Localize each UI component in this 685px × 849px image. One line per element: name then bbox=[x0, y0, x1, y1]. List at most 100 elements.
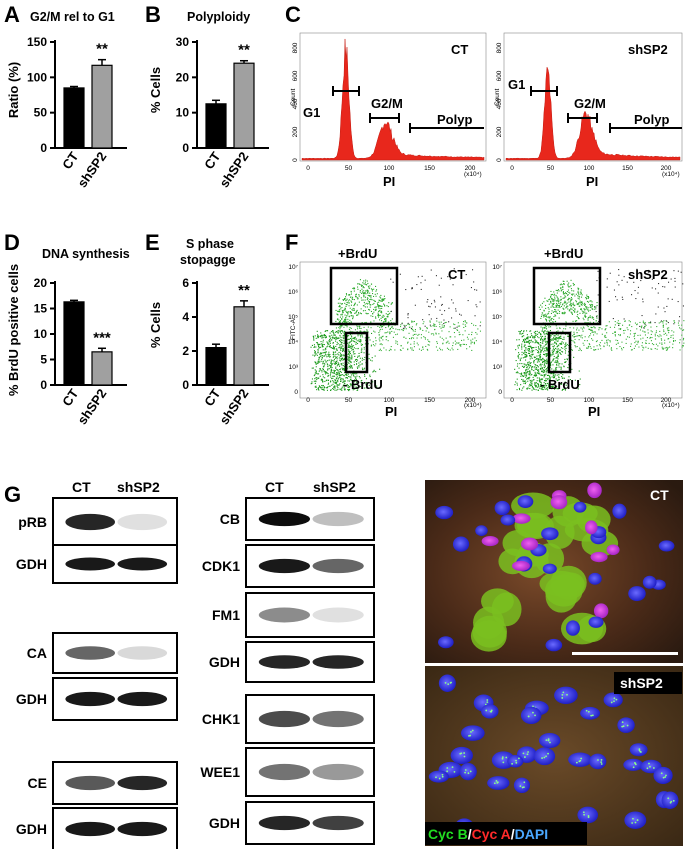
dot bbox=[356, 363, 358, 365]
nucleolus-dot bbox=[438, 777, 441, 780]
dot bbox=[353, 287, 355, 289]
dot bbox=[566, 280, 568, 282]
minus-brdu-label-sh: - BrdU bbox=[540, 377, 580, 392]
category-label-d: shSP2 bbox=[74, 386, 109, 427]
dot bbox=[417, 276, 419, 278]
dot bbox=[345, 296, 347, 298]
minus-brdu-label-ct: - BrdU bbox=[343, 377, 383, 392]
dot bbox=[458, 342, 460, 344]
dot bbox=[575, 300, 577, 302]
dot bbox=[479, 301, 481, 303]
dot bbox=[531, 389, 533, 391]
dot bbox=[388, 350, 390, 352]
dot bbox=[574, 309, 576, 311]
dot bbox=[338, 337, 340, 339]
dot bbox=[574, 304, 576, 306]
dot bbox=[558, 379, 560, 381]
dot bbox=[346, 311, 348, 313]
nucleolus-dot bbox=[591, 714, 594, 717]
nucleolus-dot bbox=[585, 709, 588, 712]
dot bbox=[559, 343, 561, 345]
dot bbox=[369, 339, 371, 341]
dot bbox=[604, 334, 606, 336]
dot bbox=[567, 299, 569, 301]
dot bbox=[399, 349, 401, 351]
dot bbox=[641, 315, 643, 317]
dot bbox=[321, 355, 323, 357]
dot bbox=[537, 383, 539, 385]
dot bbox=[344, 358, 346, 360]
dot bbox=[343, 369, 345, 371]
dot bbox=[656, 348, 658, 350]
dot bbox=[560, 353, 562, 355]
dot bbox=[571, 339, 573, 341]
dot bbox=[529, 350, 531, 352]
dot bbox=[558, 305, 560, 307]
dot bbox=[462, 323, 464, 325]
dot bbox=[350, 291, 352, 293]
dot bbox=[350, 315, 352, 317]
dot bbox=[588, 328, 590, 330]
dot bbox=[315, 346, 317, 348]
dot bbox=[541, 370, 543, 372]
dot bbox=[373, 299, 375, 301]
dot bbox=[339, 310, 341, 312]
dot bbox=[557, 344, 559, 346]
dot bbox=[580, 292, 582, 294]
dot bbox=[552, 380, 554, 382]
dot bbox=[545, 338, 547, 340]
dot bbox=[354, 355, 356, 357]
dot bbox=[593, 349, 595, 351]
dot bbox=[531, 386, 533, 388]
dot bbox=[527, 349, 529, 351]
dot bbox=[629, 333, 631, 335]
dot bbox=[354, 303, 356, 305]
dot bbox=[554, 361, 556, 363]
dot bbox=[520, 357, 522, 359]
dot bbox=[350, 376, 352, 378]
dot bbox=[663, 320, 665, 322]
blot-right-5-label: WEE1 bbox=[200, 764, 240, 780]
dot bbox=[358, 355, 360, 357]
dot bbox=[585, 297, 587, 299]
dot bbox=[433, 299, 435, 301]
dot bbox=[332, 359, 334, 361]
dot bbox=[357, 343, 359, 345]
dot bbox=[541, 367, 543, 369]
dot bbox=[556, 366, 558, 368]
dot bbox=[538, 360, 540, 362]
dot bbox=[550, 322, 552, 324]
dot bbox=[528, 364, 530, 366]
dot bbox=[540, 378, 542, 380]
dot bbox=[337, 378, 339, 380]
dot bbox=[407, 322, 409, 324]
dot bbox=[339, 334, 341, 336]
dot bbox=[645, 340, 647, 342]
dot bbox=[335, 353, 337, 355]
dot bbox=[348, 305, 350, 307]
dot bbox=[559, 306, 561, 308]
dot bbox=[537, 359, 539, 361]
dot bbox=[535, 341, 537, 343]
dot bbox=[472, 338, 474, 340]
dot bbox=[518, 352, 520, 354]
dot bbox=[633, 281, 635, 283]
dot bbox=[546, 342, 548, 344]
dot bbox=[471, 331, 473, 333]
dot bbox=[540, 381, 542, 383]
dot bbox=[387, 314, 389, 316]
dot bbox=[332, 388, 334, 390]
dotplot-x-label-sh: PI bbox=[588, 404, 600, 419]
dot bbox=[541, 388, 543, 390]
dot bbox=[573, 336, 575, 338]
dot bbox=[426, 348, 428, 350]
dot bbox=[521, 351, 523, 353]
dot bbox=[580, 304, 582, 306]
dot bbox=[527, 387, 529, 389]
dot bbox=[537, 372, 539, 374]
dot bbox=[329, 339, 331, 341]
dot bbox=[429, 320, 431, 322]
dot bbox=[558, 374, 560, 376]
dot bbox=[533, 347, 535, 349]
nucleolus-dot bbox=[523, 781, 526, 784]
